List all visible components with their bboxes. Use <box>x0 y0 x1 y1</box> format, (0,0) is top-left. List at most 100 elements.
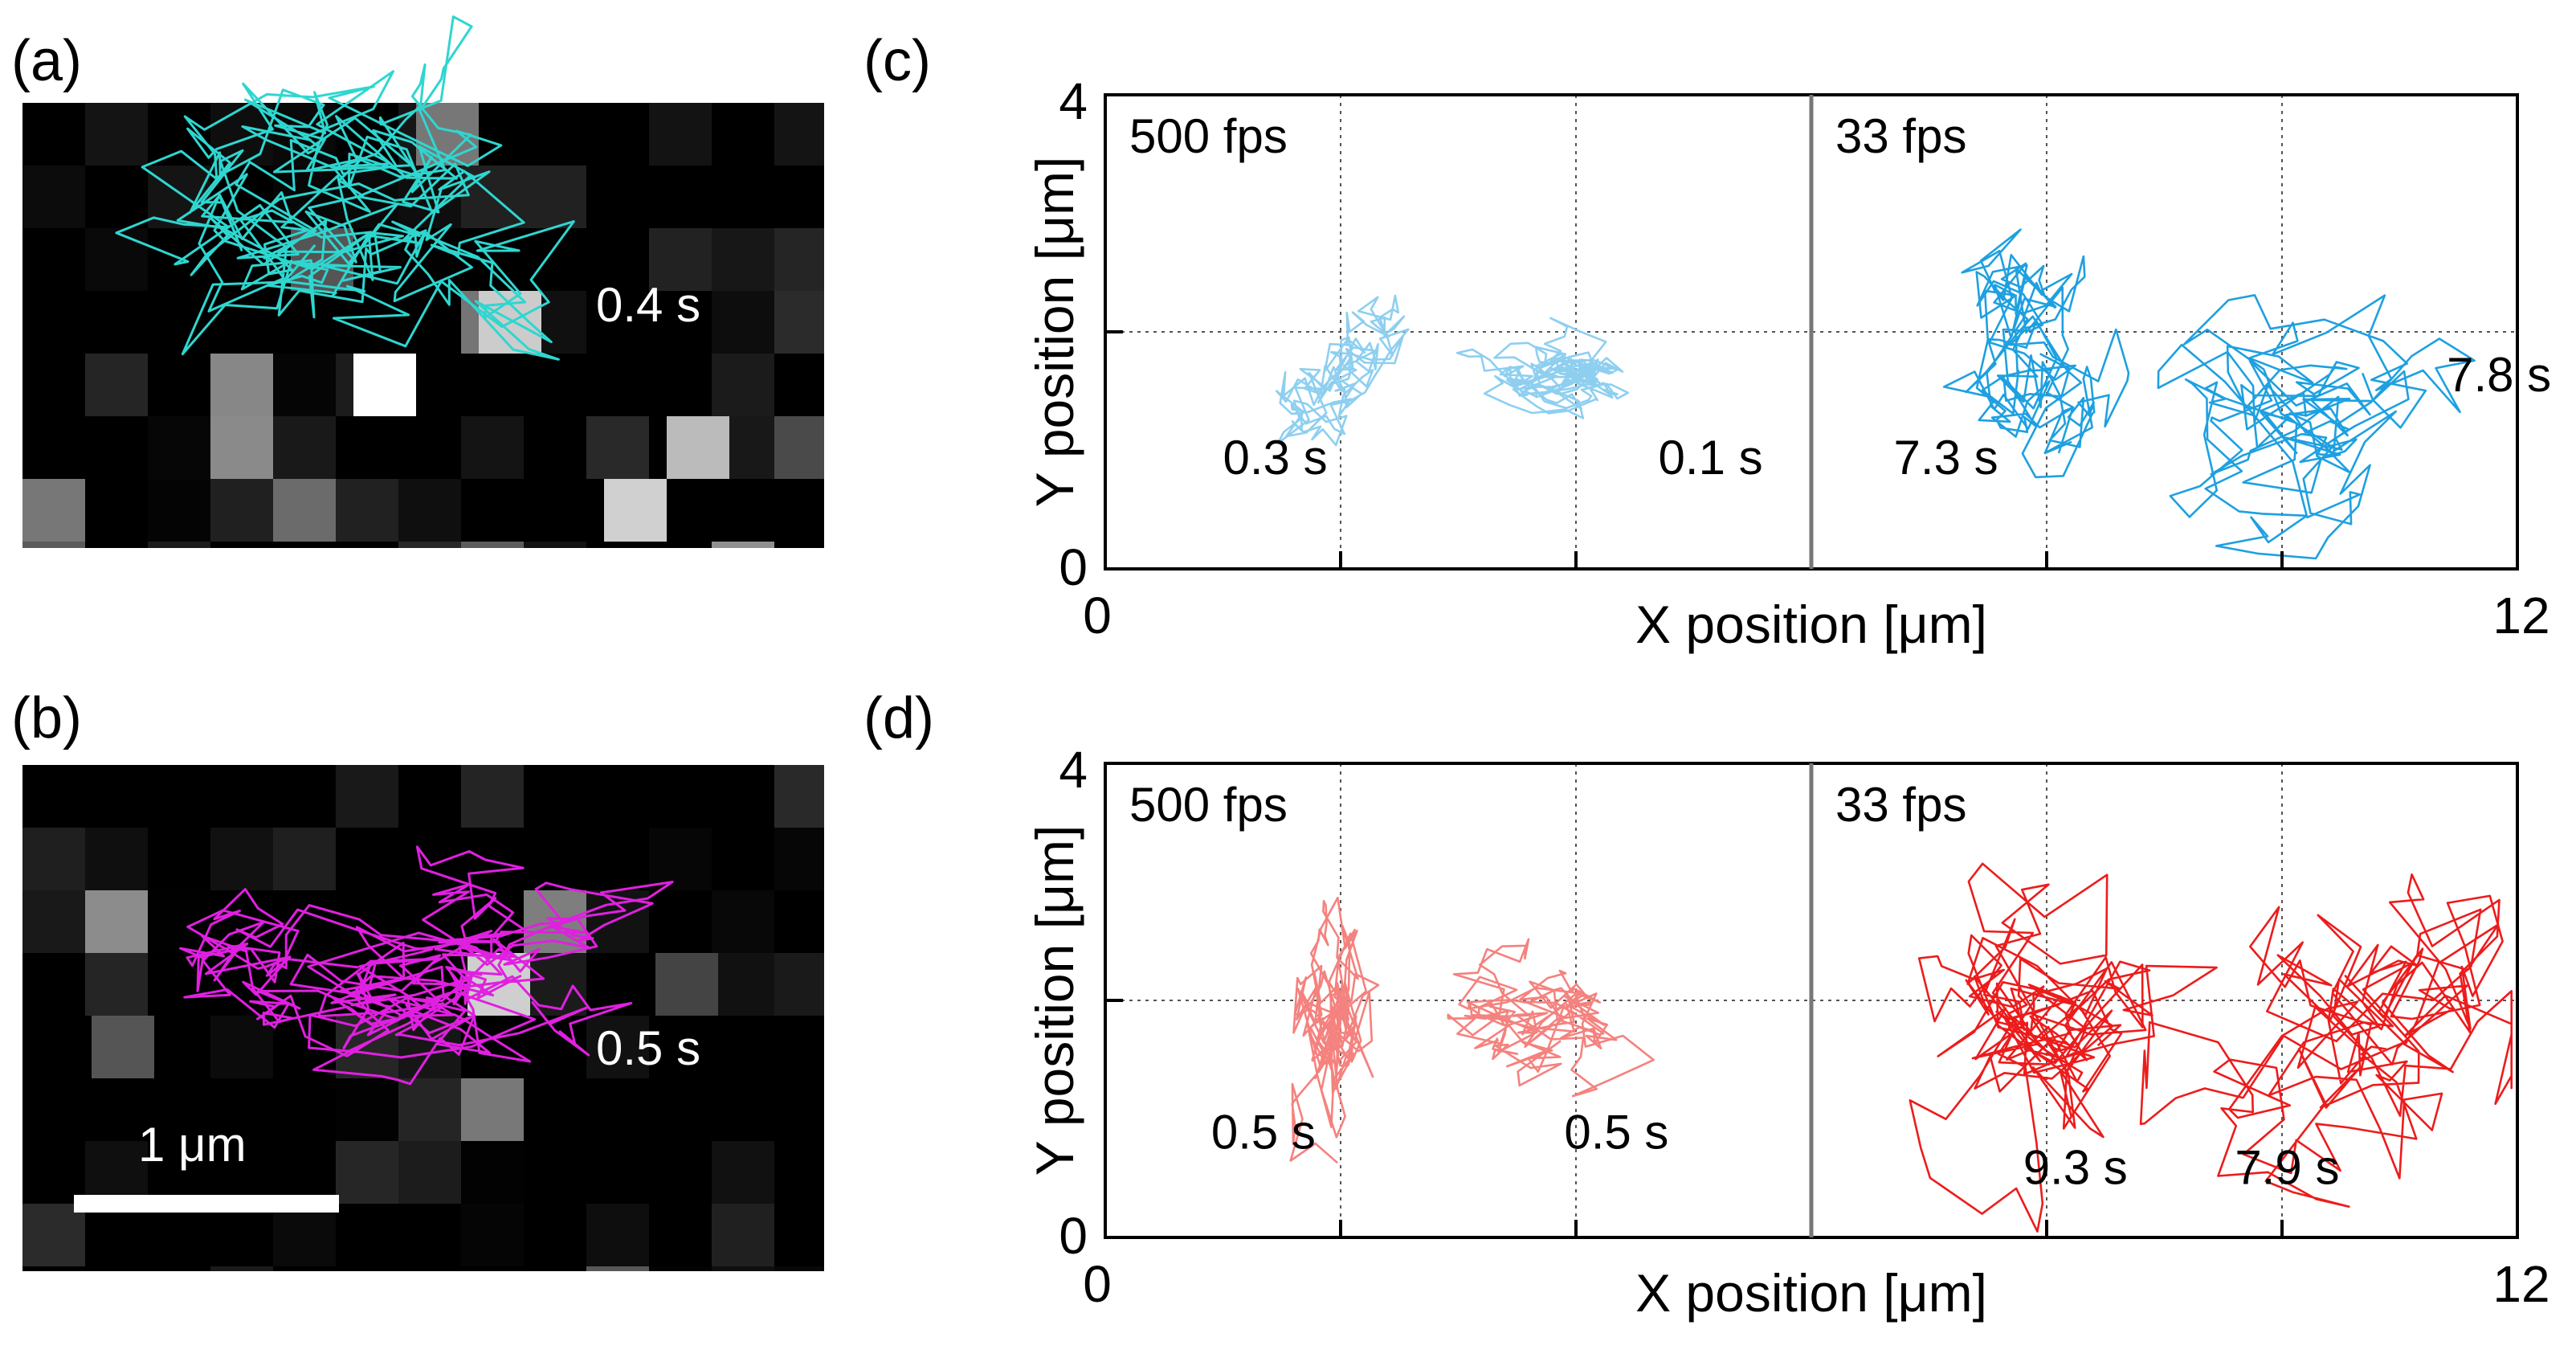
region-label: 33 fps <box>1835 778 1966 832</box>
panel-c-label: (c) <box>863 29 931 93</box>
image-pixel <box>667 416 729 479</box>
image-pixel <box>649 828 712 890</box>
trajectory-series <box>1942 228 2130 479</box>
image-pixel <box>210 828 273 890</box>
image-pixel <box>148 542 210 548</box>
image-pixel <box>586 1016 649 1078</box>
series-duration-label: 0.1 s <box>1659 431 1763 485</box>
image-pixel <box>210 416 273 479</box>
image-pixel <box>649 103 712 166</box>
panel-b-track <box>179 845 674 1086</box>
image-pixel <box>22 890 85 953</box>
image-pixel <box>22 828 85 890</box>
y-tick-label: 4 <box>1059 72 1088 130</box>
y-tick-label: 4 <box>1059 741 1088 799</box>
image-pixel <box>649 228 712 291</box>
image-pixel <box>273 479 336 542</box>
image-pixel <box>586 1204 649 1266</box>
image-pixel <box>273 416 336 479</box>
series-duration-label: 7.9 s <box>2235 1141 2339 1195</box>
image-pixel <box>461 765 524 828</box>
x-tick-label: 12 <box>2492 1255 2549 1313</box>
image-pixel <box>712 1204 774 1266</box>
series-duration-label: 0.5 s <box>1211 1105 1316 1159</box>
image-pixel <box>461 1078 524 1141</box>
image-pixel <box>712 1266 774 1271</box>
x-tick-label: 12 <box>2492 587 2549 644</box>
image-pixel <box>85 828 148 890</box>
panel-b-pixels <box>22 765 824 1271</box>
image-pixel <box>398 479 461 542</box>
image-pixel <box>85 890 148 953</box>
image-pixel <box>461 1204 524 1266</box>
image-pixel <box>461 1141 524 1204</box>
image-pixel <box>712 291 774 354</box>
image-pixel <box>774 1266 824 1271</box>
panel-b-image: 0.5 s 1 μm <box>22 765 824 1271</box>
image-pixel <box>398 1078 461 1141</box>
trajectory-series <box>1455 317 1630 419</box>
image-pixel <box>774 828 824 890</box>
y-tick-label: 0 <box>1059 1207 1088 1265</box>
image-pixel <box>210 479 273 542</box>
panel-a-image: 0.4 s <box>22 15 824 548</box>
image-pixel <box>336 1078 398 1141</box>
panel-b-label: (b) <box>11 686 82 750</box>
image-pixel <box>586 416 649 479</box>
panel-a-label: (a) <box>11 29 82 93</box>
image-pixel <box>210 1266 273 1271</box>
x-axis-label: X position [μm] <box>1635 1263 1987 1323</box>
image-pixel <box>22 542 85 548</box>
panel-a-duration: 0.4 s <box>596 278 700 332</box>
y-axis-label: Y position [μm] <box>1025 157 1084 508</box>
scale-bar <box>74 1195 339 1213</box>
image-pixel <box>586 1266 649 1271</box>
image-pixel <box>712 1141 774 1204</box>
trajectory-line <box>115 15 575 361</box>
image-pixel <box>22 479 85 542</box>
image-pixel <box>210 354 273 416</box>
image-pixel <box>774 953 824 1016</box>
image-pixel <box>774 291 824 354</box>
image-pixel <box>273 828 336 890</box>
image-pixel <box>398 1141 461 1204</box>
panel-d-label: (d) <box>863 686 934 750</box>
image-pixel <box>524 542 586 548</box>
image-pixel <box>92 1016 154 1078</box>
image-pixel <box>85 953 148 1016</box>
image-pixel <box>22 166 85 228</box>
image-pixel <box>774 103 824 166</box>
scale-bar-label: 1 μm <box>138 1118 247 1172</box>
region-label: 500 fps <box>1129 778 1288 832</box>
trajectory-series <box>1275 294 1410 447</box>
image-pixel <box>210 1016 273 1078</box>
image-pixel <box>398 542 461 548</box>
panel-b-duration: 0.5 s <box>596 1021 700 1075</box>
image-pixel <box>655 953 718 1016</box>
y-axis-label: Y position [μm] <box>1025 825 1084 1176</box>
image-pixel <box>85 1141 148 1204</box>
image-pixel <box>712 890 774 953</box>
image-pixel <box>85 103 148 166</box>
image-pixel <box>461 542 524 548</box>
trajectory-series <box>1909 862 2218 1233</box>
y-tick-label: 0 <box>1059 538 1088 596</box>
image-pixel <box>524 953 586 1016</box>
image-pixel <box>712 354 774 416</box>
trajectory-series <box>2139 873 2513 1208</box>
image-pixel <box>461 416 524 479</box>
image-pixel <box>148 479 210 542</box>
series-duration-label: 9.3 s <box>2023 1141 2128 1195</box>
x-tick-label: 0 <box>1083 1255 1112 1313</box>
image-pixel <box>273 1204 336 1266</box>
region-label: 33 fps <box>1835 109 1966 163</box>
image-pixel <box>524 166 586 228</box>
trajectory-line <box>179 845 674 1086</box>
image-pixel <box>85 228 148 291</box>
x-tick-label: 0 <box>1083 587 1112 644</box>
trajectory-series <box>1447 938 1655 1098</box>
image-pixel <box>649 1266 712 1271</box>
image-pixel <box>712 228 774 291</box>
image-pixel <box>85 354 148 416</box>
